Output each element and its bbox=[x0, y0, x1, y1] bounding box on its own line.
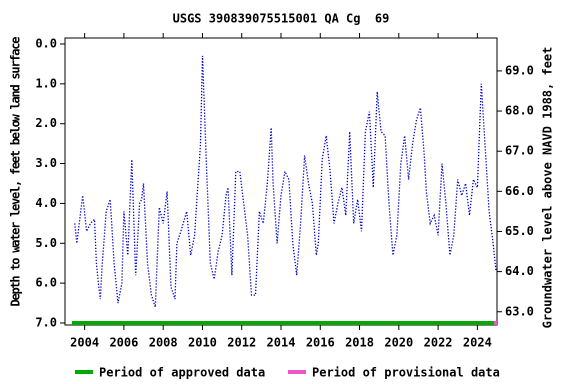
y2-tick-label: 63.0 bbox=[505, 304, 534, 318]
x-tick-label: 2012 bbox=[227, 336, 256, 350]
period-bar bbox=[494, 321, 497, 326]
x-tick-label: 2006 bbox=[109, 336, 138, 350]
x-tick-label: 2010 bbox=[188, 336, 217, 350]
x-tick-label: 2020 bbox=[384, 336, 413, 350]
y2-tick-label: 65.0 bbox=[505, 224, 534, 238]
y-tick-label: 3.0 bbox=[35, 156, 57, 170]
x-tick-label: 2018 bbox=[345, 336, 374, 350]
x-tick-label: 2004 bbox=[70, 336, 99, 350]
y2-axis-label: Groundwater level above NAVD 1988, feet bbox=[541, 47, 555, 329]
y-tick-label: 1.0 bbox=[35, 76, 57, 90]
chart-title: USGS 390839075515001 QA Cg 69 bbox=[173, 12, 390, 26]
x-tick-label: 2022 bbox=[424, 336, 453, 350]
y2-tick-label: 64.0 bbox=[505, 264, 534, 278]
plot-frame bbox=[64, 37, 498, 326]
y-tick-label: 4.0 bbox=[35, 196, 57, 210]
legend-label: Period of approved data bbox=[99, 366, 265, 380]
y2-tick-label: 68.0 bbox=[505, 104, 534, 118]
series-line bbox=[74, 55, 497, 308]
y2-tick-label: 66.0 bbox=[505, 184, 534, 198]
y-axis-label: Depth to water level, feet below land su… bbox=[9, 36, 23, 306]
legend-label: Period of provisional data bbox=[312, 366, 500, 380]
y2-tick-label: 67.0 bbox=[505, 144, 534, 158]
y-tick-label: 2.0 bbox=[35, 116, 57, 130]
x-tick-label: 2008 bbox=[149, 336, 178, 350]
y-tick-label: 7.0 bbox=[35, 316, 57, 330]
x-tick-label: 2014 bbox=[267, 336, 296, 350]
y-tick-label: 6.0 bbox=[35, 276, 57, 290]
x-tick-label: 2024 bbox=[463, 336, 492, 350]
x-tick-label: 2016 bbox=[306, 336, 335, 350]
y-tick-label: 0.0 bbox=[35, 36, 57, 50]
period-bar bbox=[71, 321, 495, 326]
y-tick-label: 5.0 bbox=[35, 236, 57, 250]
y2-tick-label: 69.0 bbox=[505, 63, 534, 77]
